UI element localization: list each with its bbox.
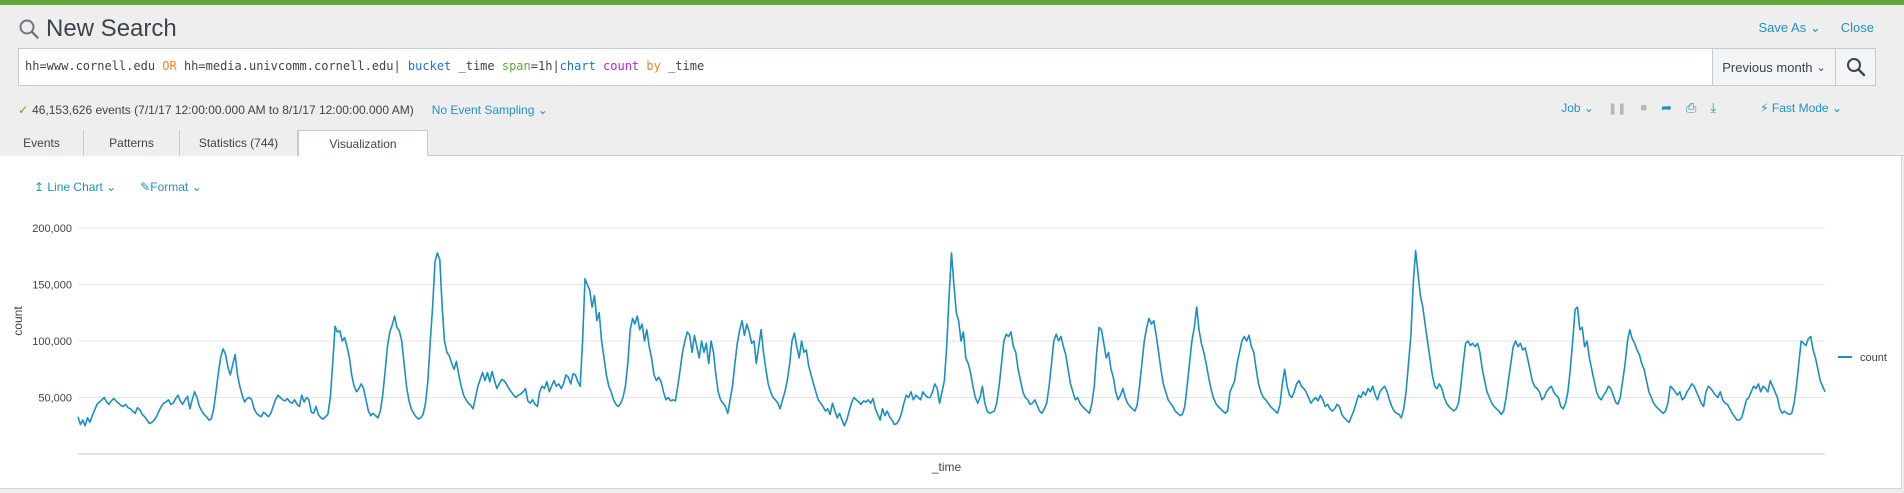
job-menu[interactable]: Job ⌄ <box>1561 101 1594 115</box>
time-range-picker[interactable]: Previous month ⌄ <box>1712 49 1835 85</box>
query-token: hh=www.cornell.edu <box>25 59 163 73</box>
search-button[interactable] <box>1835 49 1875 85</box>
page-title: New Search <box>18 15 177 43</box>
page-title-text: New Search <box>46 15 177 42</box>
query-token: _time <box>451 59 502 73</box>
chevron-down-icon: ⌄ <box>1816 61 1826 74</box>
tab-events[interactable]: Events <box>0 130 84 156</box>
print-icon[interactable]: ⎙ <box>1685 100 1697 115</box>
pencil-icon: ✎ <box>140 180 151 194</box>
query-token: span <box>501 59 531 73</box>
query-token: chart <box>559 59 596 73</box>
chevron-down-icon: ⌄ <box>1809 20 1821 35</box>
line-chart-icon: ↥ <box>34 180 45 194</box>
pause-icon[interactable]: ❚❚ <box>1607 102 1627 115</box>
query-token: count <box>603 59 640 73</box>
x-axis-label: _time <box>931 460 962 474</box>
search-mode-dropdown[interactable]: ⚡ Fast Mode ⌄ <box>1760 101 1842 115</box>
event-sampling-dropdown[interactable]: No Event Sampling ⌄ <box>431 103 548 117</box>
stop-icon[interactable]: ■ <box>1640 102 1648 114</box>
series-line-count <box>77 249 1826 427</box>
job-status-row: ✓ 46,153,626 events (7/1/17 12:00:00.000… <box>18 100 1876 120</box>
top-accent-bar <box>0 0 1904 5</box>
legend-label: count <box>1860 352 1887 364</box>
tab-visualization[interactable]: Visualization <box>298 130 428 157</box>
lightning-icon: ⚡ <box>1760 101 1769 115</box>
query-token: OR <box>162 59 177 73</box>
search-icon <box>19 19 39 39</box>
query-token <box>596 59 603 73</box>
y-tick-label: 100,000 <box>32 336 72 348</box>
line-chart: 200,000 150,000 100,000 50,000 _time count cou… <box>11 223 1887 474</box>
y-axis-label: count <box>11 306 25 336</box>
query-token: =1h| <box>530 59 560 73</box>
search-query-input[interactable]: hh=www.cornell.edu OR hh=media.univcomm.… <box>19 49 1712 85</box>
y-tick-label: 200,000 <box>32 223 72 235</box>
chart-type-dropdown[interactable]: ↥ Line Chart ⌄ <box>34 180 117 194</box>
app-header: New Search Save As ⌄ Close <box>0 5 1904 47</box>
search-bar: hh=www.cornell.edu OR hh=media.univcomm.… <box>18 48 1876 86</box>
format-dropdown[interactable]: ✎Format ⌄ <box>140 180 202 194</box>
close-button[interactable]: Close <box>1840 20 1874 35</box>
y-tick-label: 150,000 <box>32 280 72 292</box>
query-token: _time <box>660 59 705 73</box>
visualization-panel: ↥ Line Chart ⌄ ✎Format ⌄ 200,000 150,000 1… <box>0 156 1902 489</box>
search-icon <box>1846 58 1865 77</box>
event-count-text: 46,153,626 events (7/1/17 12:00:00.000 A… <box>32 103 414 117</box>
save-as-button[interactable]: Save As ⌄ <box>1758 20 1821 35</box>
share-icon[interactable]: ➦ <box>1661 100 1672 115</box>
y-tick-label: 50,000 <box>38 393 72 405</box>
query-token: by <box>646 59 661 73</box>
query-token: bucket <box>407 59 452 73</box>
result-tabs: Events Patterns Statistics (744) Visuali… <box>0 130 1904 157</box>
export-icon[interactable]: ⤓ <box>1710 100 1717 115</box>
query-token: hh=media.univcomm.cornell.edu| <box>176 59 408 73</box>
checkmark-icon: ✓ <box>18 103 29 117</box>
tab-statistics[interactable]: Statistics (744) <box>180 130 298 156</box>
tab-patterns[interactable]: Patterns <box>84 130 180 156</box>
